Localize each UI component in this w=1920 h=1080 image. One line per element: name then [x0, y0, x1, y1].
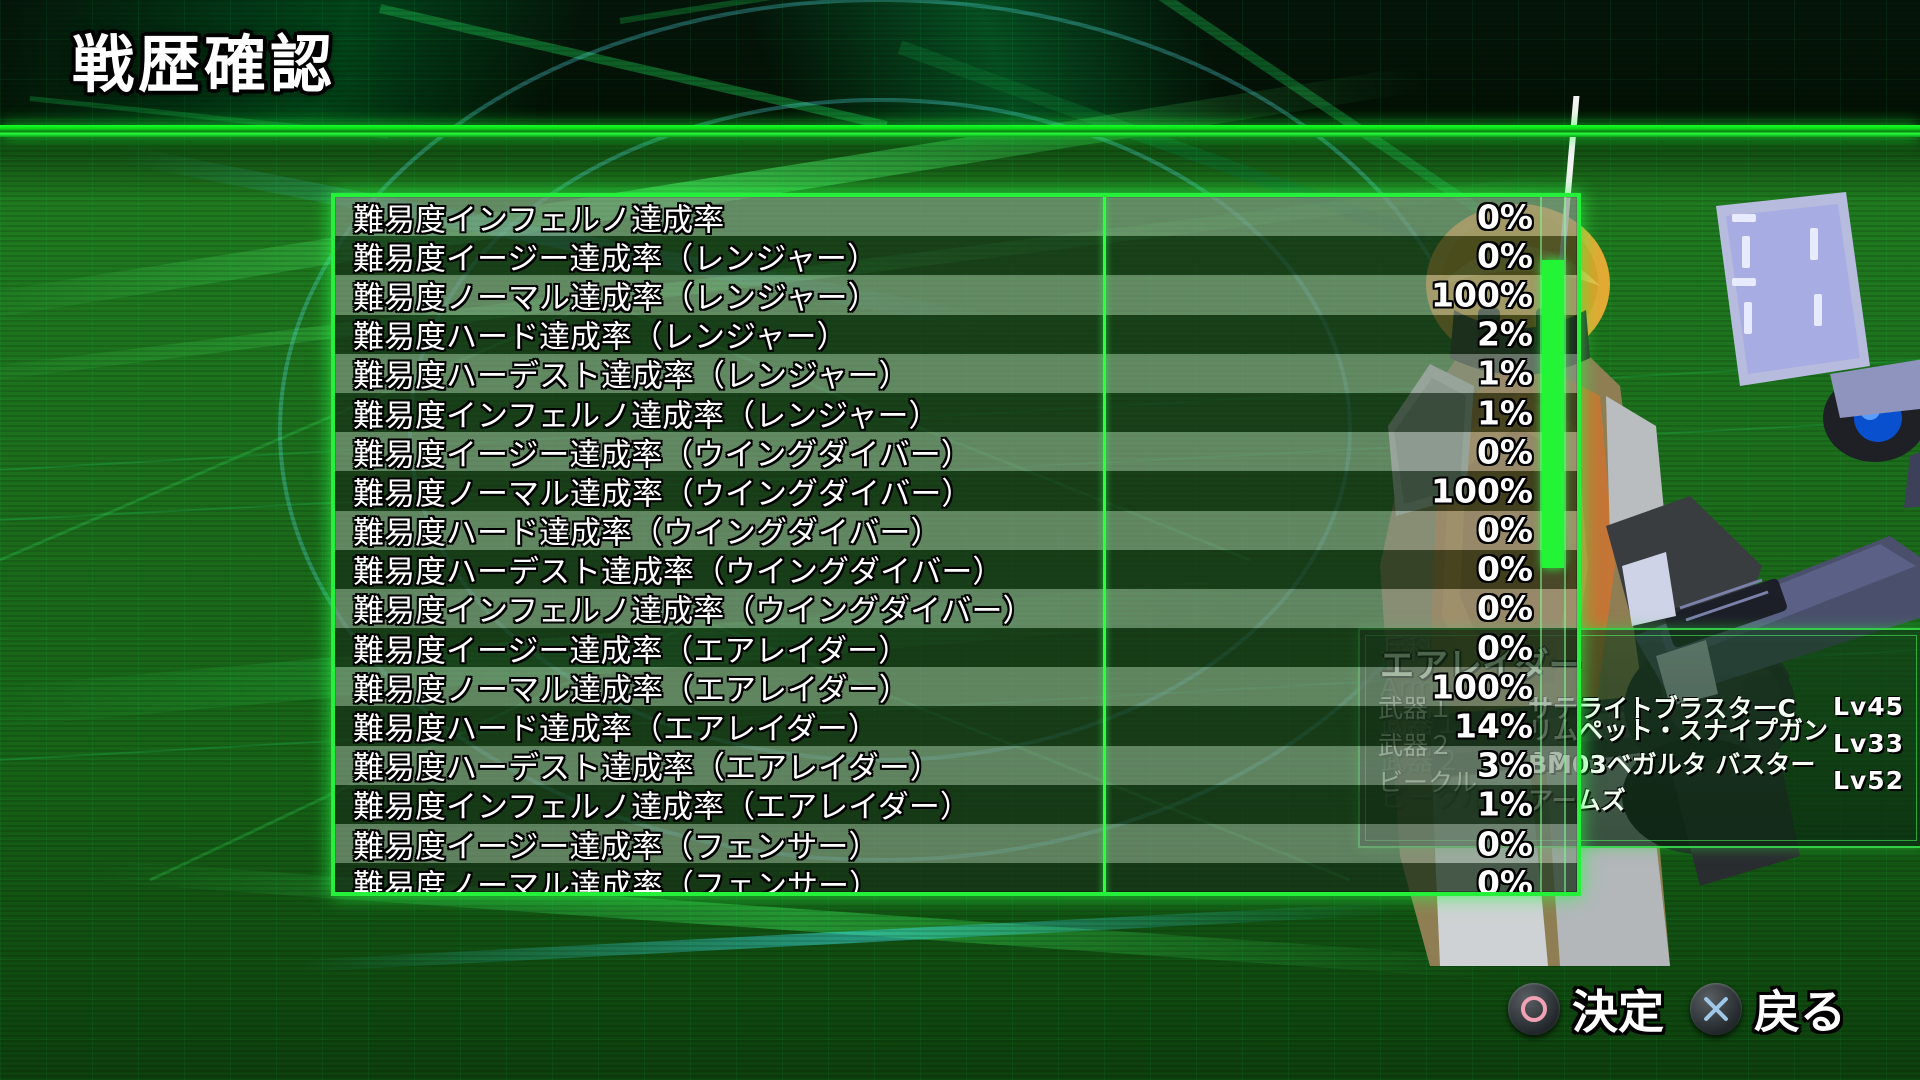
- history-row-label: 難易度ハーデスト達成率（レンジャー）: [353, 358, 910, 395]
- header-divider: [0, 125, 1920, 137]
- button-hint-bar: 決定 戻る: [1508, 976, 1846, 1042]
- history-row-value: 0%: [1476, 588, 1533, 628]
- cross-button-icon: [1690, 983, 1742, 1035]
- history-row-value: 0%: [1476, 824, 1533, 864]
- hint-back-label: 戻る: [1754, 985, 1846, 1039]
- history-row-label: 難易度ハーデスト達成率（エアレイダー）: [353, 750, 941, 787]
- battle-history-panel[interactable]: 難易度インフェルノ達成率 0% 難易度イージー達成率（レンジャー） 0% 難易度ノーマル…: [331, 193, 1581, 896]
- history-row-label: 難易度イージー達成率（フェンサー）: [353, 829, 880, 866]
- table-row[interactable]: 難易度ハーデスト達成率（レンジャー） 1%: [335, 353, 1577, 395]
- table-row[interactable]: 難易度イージー達成率（エアレイダー） 0%: [335, 628, 1577, 670]
- table-row[interactable]: 難易度ハード達成率（エアレイダー） 14%: [335, 706, 1577, 748]
- history-row-value: 0%: [1476, 236, 1533, 276]
- loadout-row-level: Lv45: [1832, 692, 1904, 721]
- history-row-value: 0%: [1476, 863, 1533, 896]
- table-row[interactable]: 難易度イージー達成率（フェンサー） 0%: [335, 824, 1577, 866]
- table-row[interactable]: 難易度ノーマル達成率（フェンサー） 0%: [335, 863, 1577, 896]
- history-row-value: 100%: [1431, 275, 1533, 315]
- scrollbar-thumb[interactable]: [1542, 260, 1564, 568]
- history-row-label: 難易度ハード達成率（ウイングダイバー）: [353, 515, 942, 552]
- history-row-label: 難易度インフェルノ達成率（ウイングダイバー）: [353, 593, 1034, 630]
- history-row-label: 難易度ハード達成率（エアレイダー）: [353, 711, 879, 748]
- table-row[interactable]: 難易度イージー達成率（レンジャー） 0%: [335, 236, 1577, 277]
- hint-confirm-label: 決定: [1572, 985, 1664, 1039]
- history-row-label: 難易度イージー達成率（エアレイダー）: [353, 633, 910, 670]
- loadout-row-level: Lv52: [1832, 766, 1904, 795]
- history-row-value: 0%: [1476, 510, 1533, 550]
- table-row[interactable]: 難易度ノーマル達成率（エアレイダー） 100%: [335, 667, 1577, 709]
- table-row[interactable]: 難易度インフェルノ達成率（レンジャー） 1%: [335, 392, 1577, 435]
- table-row[interactable]: 難易度インフェルノ達成率 0%: [335, 197, 1577, 238]
- history-row-value: 14%: [1454, 706, 1533, 746]
- history-row-value: 0%: [1476, 197, 1533, 237]
- history-row-value: 3%: [1476, 745, 1533, 785]
- table-row[interactable]: 難易度ハード達成率（ウイングダイバー） 0%: [335, 510, 1577, 552]
- history-row-value: 1%: [1476, 784, 1533, 824]
- history-row-value: 100%: [1431, 667, 1533, 707]
- history-row-label: 難易度インフェルノ達成率（レンジャー）: [353, 398, 940, 435]
- history-row-value: 1%: [1476, 393, 1533, 433]
- history-row-value: 0%: [1476, 628, 1533, 668]
- table-row[interactable]: 難易度ハード達成率（レンジャー） 2%: [335, 314, 1577, 356]
- history-row-label: 難易度ノーマル達成率（フェンサー）: [353, 868, 880, 896]
- history-row-list[interactable]: 難易度インフェルノ達成率 0% 難易度イージー達成率（レンジャー） 0% 難易度ノーマル…: [335, 197, 1577, 896]
- table-row[interactable]: 難易度ハーデスト達成率（エアレイダー） 3%: [335, 745, 1577, 787]
- history-row-value: 100%: [1431, 471, 1533, 511]
- history-row-label: 難易度インフェルノ達成率（エアレイダー）: [353, 789, 971, 826]
- history-row-value: 2%: [1476, 314, 1533, 354]
- table-row[interactable]: 難易度ノーマル達成率（レンジャー） 100%: [335, 275, 1577, 316]
- table-row[interactable]: 難易度インフェルノ達成率（エアレイダー） 1%: [335, 784, 1577, 826]
- history-row-label: 難易度ノーマル達成率（エアレイダー）: [353, 672, 910, 709]
- history-row-label: 難易度ノーマル達成率（ウイングダイバー）: [353, 476, 973, 513]
- circle-button-icon: [1508, 983, 1560, 1035]
- page-title: 戦歴確認: [72, 28, 337, 101]
- table-row[interactable]: 難易度ハーデスト達成率（ウイングダイバー） 0%: [335, 549, 1577, 591]
- table-row[interactable]: 難易度イージー達成率（ウイングダイバー） 0%: [335, 432, 1577, 474]
- history-row-value: 0%: [1476, 432, 1533, 472]
- table-row[interactable]: 難易度インフェルノ達成率（ウイングダイバー） 0%: [335, 588, 1577, 630]
- hint-back[interactable]: 戻る: [1690, 976, 1846, 1042]
- column-divider: [1103, 197, 1106, 892]
- table-row[interactable]: 難易度ノーマル達成率（ウイングダイバー） 100%: [335, 471, 1577, 513]
- history-row-label: 難易度イージー達成率（ウイングダイバー）: [353, 437, 972, 474]
- loadout-row-level: Lv33: [1832, 729, 1904, 758]
- history-row-value: 1%: [1476, 353, 1533, 393]
- hint-confirm[interactable]: 決定: [1508, 976, 1664, 1042]
- history-row-value: 0%: [1476, 549, 1533, 589]
- history-row-label: 難易度ハーデスト達成率（ウイングダイバー）: [353, 554, 1004, 591]
